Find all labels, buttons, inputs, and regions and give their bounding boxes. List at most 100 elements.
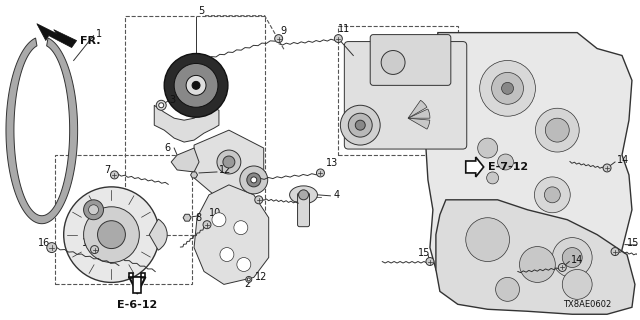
Circle shape [534, 177, 570, 213]
Bar [55, 155, 192, 284]
Circle shape [497, 154, 513, 170]
Text: 5: 5 [198, 6, 204, 16]
Text: 9: 9 [281, 26, 287, 36]
Circle shape [426, 258, 434, 266]
Text: TX8AE0602: TX8AE0602 [563, 300, 611, 309]
Text: 8: 8 [195, 213, 201, 223]
Circle shape [563, 248, 582, 268]
Ellipse shape [290, 186, 317, 204]
Circle shape [486, 172, 499, 184]
Polygon shape [194, 185, 269, 284]
Text: 14: 14 [617, 155, 629, 165]
Polygon shape [194, 130, 264, 195]
Circle shape [520, 247, 556, 283]
Text: 14: 14 [572, 254, 584, 265]
Wedge shape [149, 219, 167, 250]
Text: 10: 10 [209, 208, 221, 218]
Circle shape [186, 76, 206, 95]
FancyBboxPatch shape [344, 42, 467, 149]
Circle shape [251, 177, 257, 183]
Circle shape [477, 138, 497, 158]
Circle shape [558, 263, 566, 271]
Polygon shape [37, 24, 77, 48]
Circle shape [298, 190, 308, 200]
Circle shape [237, 258, 251, 271]
Polygon shape [466, 157, 484, 177]
Circle shape [563, 269, 592, 299]
Circle shape [203, 221, 211, 229]
Circle shape [240, 166, 268, 194]
Circle shape [223, 156, 235, 168]
Circle shape [164, 53, 228, 117]
Bar [125, 16, 265, 235]
Circle shape [545, 187, 560, 203]
Text: 12: 12 [255, 272, 267, 283]
Circle shape [192, 81, 200, 89]
Circle shape [466, 218, 509, 261]
Circle shape [480, 60, 536, 116]
Text: 13: 13 [326, 158, 339, 168]
Circle shape [84, 200, 104, 220]
Circle shape [247, 278, 250, 281]
Text: 7: 7 [104, 165, 111, 175]
Circle shape [275, 35, 283, 43]
Circle shape [495, 277, 520, 301]
Text: 1: 1 [95, 28, 102, 39]
Circle shape [111, 171, 118, 179]
Text: E-6-12: E-6-12 [117, 300, 157, 310]
Circle shape [355, 120, 365, 130]
Polygon shape [191, 172, 198, 178]
Text: 15: 15 [627, 238, 639, 248]
Circle shape [348, 113, 372, 137]
Circle shape [492, 72, 524, 104]
Polygon shape [183, 214, 191, 221]
Wedge shape [408, 109, 430, 118]
Text: 11: 11 [339, 24, 351, 34]
Text: 16: 16 [38, 238, 50, 248]
Circle shape [217, 150, 241, 174]
Circle shape [545, 118, 569, 142]
Circle shape [47, 243, 57, 252]
Circle shape [97, 221, 125, 249]
Circle shape [247, 173, 260, 187]
Circle shape [88, 205, 99, 215]
Text: 6: 6 [164, 143, 170, 153]
Circle shape [91, 245, 99, 253]
Wedge shape [408, 100, 427, 118]
Circle shape [255, 196, 263, 204]
Circle shape [536, 108, 579, 152]
Circle shape [174, 63, 218, 107]
Text: 3: 3 [169, 95, 175, 105]
Text: 17: 17 [82, 238, 94, 248]
Circle shape [552, 238, 592, 277]
Text: FR.: FR. [79, 36, 100, 45]
Text: 15: 15 [418, 248, 430, 258]
Circle shape [316, 169, 324, 177]
Text: E-7-12: E-7-12 [488, 162, 528, 172]
Bar [339, 26, 458, 155]
Circle shape [246, 276, 252, 283]
Circle shape [220, 248, 234, 261]
Polygon shape [6, 38, 77, 224]
Polygon shape [426, 33, 632, 309]
Polygon shape [129, 274, 145, 293]
Polygon shape [171, 148, 199, 172]
Circle shape [334, 35, 342, 43]
Circle shape [159, 103, 164, 108]
Text: 4: 4 [333, 190, 339, 200]
FancyBboxPatch shape [298, 193, 310, 227]
FancyBboxPatch shape [370, 35, 451, 85]
Circle shape [64, 187, 159, 283]
Circle shape [611, 248, 619, 256]
Polygon shape [436, 200, 635, 314]
Circle shape [603, 164, 611, 172]
Circle shape [212, 213, 226, 227]
Circle shape [340, 105, 380, 145]
Wedge shape [408, 118, 430, 129]
Circle shape [381, 51, 405, 75]
Circle shape [234, 221, 248, 235]
Text: 12: 12 [219, 165, 231, 175]
Polygon shape [154, 105, 219, 142]
Circle shape [84, 207, 140, 262]
Text: 2: 2 [244, 279, 250, 289]
